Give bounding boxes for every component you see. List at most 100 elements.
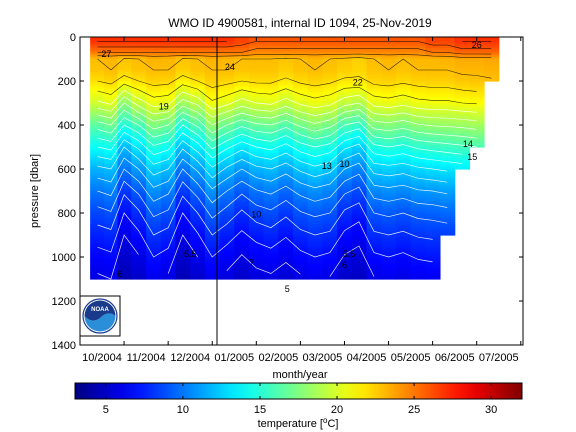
field-cell [278, 72, 294, 75]
field-cell [90, 252, 105, 256]
field-cell [160, 63, 177, 67]
field-cell [395, 259, 412, 262]
field-cell [249, 175, 265, 179]
field-cell [263, 67, 279, 71]
field-cell [381, 87, 397, 91]
field-cell [234, 210, 250, 214]
field-cell [234, 206, 250, 210]
field-cell [337, 265, 353, 269]
field-cell [425, 239, 441, 243]
colorbar-tick-label: 5 [103, 404, 109, 416]
field-cell [439, 107, 456, 111]
field-cell [90, 188, 105, 192]
field-cell [337, 111, 353, 115]
field-cell [293, 61, 309, 64]
field-cell [234, 50, 250, 53]
field-cell [395, 61, 412, 64]
field-cell [175, 250, 191, 254]
field-cell [219, 105, 235, 108]
field-cell [469, 131, 485, 135]
field-cell [90, 39, 105, 42]
field-cell [249, 166, 265, 170]
field-cell [425, 193, 441, 196]
field-cell [219, 239, 235, 243]
field-cell [439, 169, 456, 172]
field-cell [293, 243, 309, 247]
field-cell [219, 140, 235, 144]
isotherm-line [97, 53, 492, 58]
field-cell [307, 37, 324, 40]
field-cell [381, 133, 397, 137]
field-cell [322, 155, 338, 159]
field-cell [410, 239, 426, 243]
field-cell [204, 254, 221, 258]
field-cell [381, 191, 397, 194]
field-cell [278, 94, 294, 97]
field-cell [104, 177, 119, 181]
field-cell [307, 136, 324, 139]
field-cell [190, 177, 206, 181]
field-cell [293, 81, 309, 84]
field-cell [454, 92, 471, 95]
field-cell [454, 166, 471, 170]
field-cell [278, 162, 294, 166]
field-cell [366, 259, 382, 262]
field-cell [90, 142, 105, 146]
field-cell [454, 54, 471, 58]
field-cell [395, 109, 412, 113]
field-cell [90, 215, 105, 218]
field-cell [131, 272, 147, 276]
field-cell [439, 186, 456, 190]
isotherm-line [167, 234, 198, 274]
field-cell [117, 78, 132, 82]
field-cell [175, 100, 191, 104]
field-cell [395, 177, 412, 181]
field-cell [381, 76, 397, 80]
field-cell [307, 171, 324, 174]
field-cell [146, 43, 162, 47]
noaa-logo-icon: NOAA [79, 295, 121, 337]
field-cell [263, 270, 279, 273]
field-cell [337, 164, 353, 168]
field-cell [263, 98, 279, 102]
field-cell [219, 85, 235, 89]
field-cell [307, 228, 324, 232]
field-cell [175, 169, 191, 172]
field-cell [381, 63, 397, 67]
field-cell [278, 89, 294, 93]
field-cell [307, 74, 324, 78]
field-cell [219, 197, 235, 201]
field-cell [234, 219, 250, 223]
field-cell [395, 226, 412, 229]
field-cell [395, 74, 412, 78]
field-cell [263, 235, 279, 238]
field-cell [322, 153, 338, 157]
field-cell [234, 94, 250, 97]
field-cell [454, 114, 471, 117]
field-cell [249, 173, 265, 177]
field-cell [293, 272, 309, 276]
field-cell [160, 235, 177, 238]
field-cell [410, 182, 426, 185]
x-axis-label: month/year [272, 369, 327, 381]
field-cell [410, 254, 426, 258]
field-cell [381, 217, 397, 221]
field-cell [249, 263, 265, 267]
field-cell [381, 175, 397, 179]
field-cell [117, 213, 132, 216]
field-cell [160, 151, 177, 155]
field-cell [483, 78, 500, 82]
field-cell [146, 81, 162, 84]
field-cell [263, 125, 279, 128]
field-cell [160, 237, 177, 240]
field-cell [175, 63, 191, 67]
field-cell [278, 61, 294, 64]
field-cell [322, 41, 338, 45]
field-cell [322, 204, 338, 207]
field-cell [381, 166, 397, 170]
field-cell [117, 268, 132, 271]
field-cell [219, 56, 235, 60]
field-cell [117, 100, 132, 104]
field-cell [322, 270, 338, 273]
field-cell [190, 83, 206, 86]
